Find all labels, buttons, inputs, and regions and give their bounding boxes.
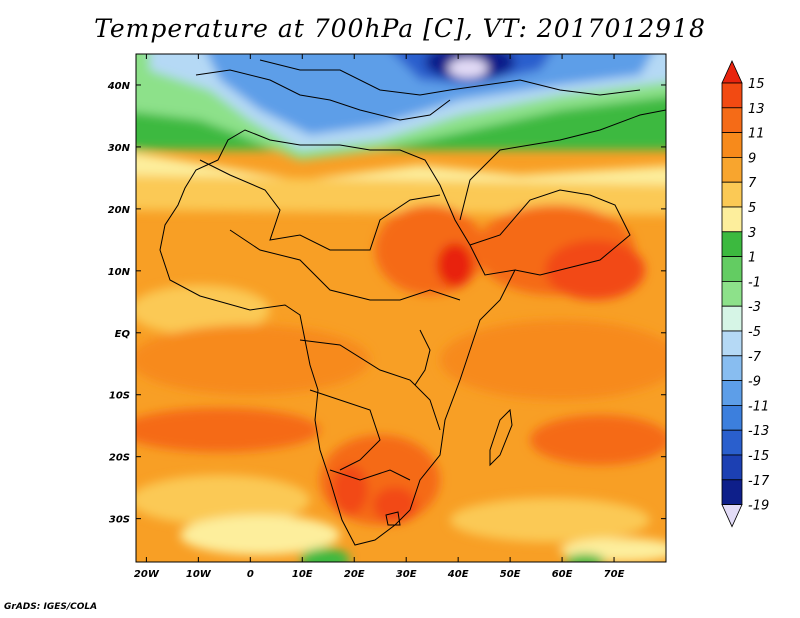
colorbar-label: 13 (748, 102, 765, 117)
colorbar-label: -7 (748, 350, 762, 365)
x-tick-label: 10E (292, 569, 313, 580)
colorbar-label: 5 (748, 201, 756, 216)
colorbar-segment (721, 156, 743, 183)
colorbar-segment (721, 429, 743, 456)
colorbar-label: -17 (748, 474, 770, 489)
map-title: Temperature at 700hPa [C], VT: 201701291… (94, 14, 706, 43)
map-frame (135, 53, 667, 563)
colorbar-label: 11 (748, 127, 765, 142)
colorbar-bottom-arrow (721, 504, 743, 528)
colorbar-label: -3 (748, 300, 761, 315)
x-tick-label: 20E (344, 569, 365, 580)
colorbar-label: 1 (748, 251, 756, 266)
colorbar-label: -1 (748, 275, 761, 290)
y-tick-label: 10N (108, 267, 131, 278)
colorbar-top-arrow (721, 60, 743, 84)
colorbar-segment (721, 132, 743, 158)
colorbar-segment (721, 181, 743, 208)
y-tick-label: 20S (109, 453, 130, 464)
y-tick-label: 10S (109, 391, 130, 402)
colorbar-label: 3 (748, 226, 756, 241)
colorbar-label: 7 (748, 176, 757, 191)
credit-text: GrADS: IGES/COLA (4, 602, 98, 612)
colorbar-segment (721, 404, 743, 431)
colorbar-label: -11 (748, 399, 769, 414)
x-tick-label: 50E (500, 569, 521, 580)
colorbar-segment (721, 280, 743, 307)
colorbar-segment (721, 305, 743, 332)
x-tick-label: 60E (552, 569, 573, 580)
x-axis-ticks: 20W 10W 0 10E 20E 30E 40E 50E 60E 70E (134, 54, 625, 580)
y-tick-label: EQ (115, 329, 131, 340)
colorbar-label: -15 (748, 449, 769, 464)
colorbar-segment (721, 206, 743, 233)
colorbar-segment (721, 454, 743, 481)
colorbar-label: -5 (748, 325, 761, 340)
y-tick-label: 40N (107, 81, 131, 92)
colorbar-segment (721, 330, 743, 357)
colorbar-segment (721, 479, 743, 505)
colorbar-segment (721, 107, 743, 134)
y-tick-label: 30S (109, 515, 130, 526)
colorbar-label: -9 (748, 375, 761, 390)
x-tick-label: 70E (604, 569, 625, 580)
coastlines (159, 59, 666, 546)
colorbar-label: -19 (748, 499, 769, 514)
colorbar-segment (721, 231, 743, 258)
colorbar-segment (721, 355, 743, 381)
colorbar-segment (721, 82, 743, 109)
x-tick-label: 40E (447, 569, 469, 580)
colorbar: 15 13 11 9 7 5 3 1 -1 -3 -5 -7 -9 -11 -13 -15 -17 -19 (721, 60, 770, 528)
colorbar-segment (721, 380, 743, 406)
x-tick-label: 10W (186, 569, 212, 580)
colorbar-segment (721, 256, 743, 282)
colorbar-label: 9 (748, 151, 756, 166)
y-tick-label: 20N (108, 205, 131, 216)
x-tick-label: 20W (134, 569, 160, 580)
y-axis-ticks: 40N 30N 20N 10N EQ 10S 20S 30S (107, 81, 666, 526)
x-tick-label: 30E (396, 569, 417, 580)
temperature-field (136, 54, 666, 562)
colorbar-label: -13 (748, 424, 769, 439)
colorbar-label: 15 (748, 77, 765, 92)
x-tick-label: 0 (247, 569, 254, 580)
y-tick-label: 30N (108, 143, 131, 154)
